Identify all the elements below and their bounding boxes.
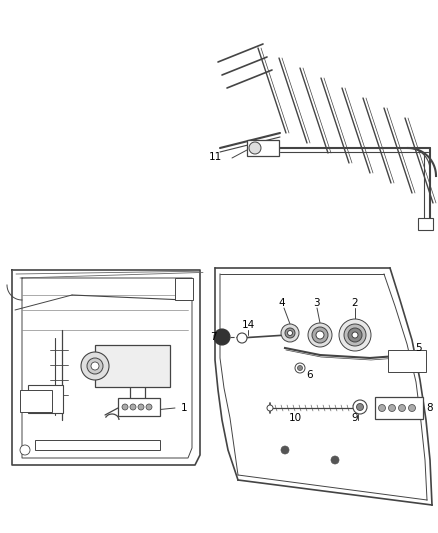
Circle shape <box>138 404 144 410</box>
Circle shape <box>122 404 128 410</box>
Circle shape <box>287 330 293 335</box>
Circle shape <box>249 142 261 154</box>
Text: 6: 6 <box>307 370 313 380</box>
Text: 11: 11 <box>209 152 222 162</box>
Circle shape <box>331 456 339 464</box>
Circle shape <box>378 405 385 411</box>
Bar <box>20 390 52 412</box>
Circle shape <box>214 329 230 345</box>
Circle shape <box>348 328 362 342</box>
Text: 4: 4 <box>279 298 285 308</box>
Bar <box>28 385 63 413</box>
Circle shape <box>295 363 305 373</box>
Text: 14: 14 <box>241 320 254 330</box>
Circle shape <box>285 328 295 338</box>
Circle shape <box>316 331 324 339</box>
Circle shape <box>409 405 416 411</box>
Circle shape <box>20 445 30 455</box>
Bar <box>95 345 170 387</box>
Circle shape <box>353 400 367 414</box>
Text: 8: 8 <box>427 403 433 413</box>
Circle shape <box>339 319 371 351</box>
Text: 3: 3 <box>313 298 319 308</box>
Circle shape <box>399 405 406 411</box>
Circle shape <box>352 332 358 338</box>
Circle shape <box>281 324 299 342</box>
Circle shape <box>237 333 247 343</box>
Circle shape <box>146 404 152 410</box>
Text: 10: 10 <box>289 413 301 423</box>
Text: 9: 9 <box>352 413 358 423</box>
Circle shape <box>91 362 99 370</box>
Bar <box>247 140 279 156</box>
Circle shape <box>130 404 136 410</box>
Text: 5: 5 <box>415 343 421 353</box>
Text: 2: 2 <box>352 298 358 308</box>
Bar <box>388 350 426 372</box>
Circle shape <box>312 327 328 343</box>
Bar <box>418 218 433 230</box>
Circle shape <box>81 352 109 380</box>
Circle shape <box>389 405 396 411</box>
Circle shape <box>308 323 332 347</box>
Circle shape <box>297 366 303 370</box>
Circle shape <box>344 324 366 346</box>
Text: 1: 1 <box>181 403 187 413</box>
Circle shape <box>357 403 364 410</box>
Circle shape <box>267 405 273 411</box>
Bar <box>35 440 160 450</box>
Text: 7: 7 <box>210 332 216 342</box>
Circle shape <box>87 358 103 374</box>
Circle shape <box>281 446 289 454</box>
Bar <box>118 398 160 416</box>
Bar <box>175 278 193 300</box>
Bar <box>375 397 423 419</box>
